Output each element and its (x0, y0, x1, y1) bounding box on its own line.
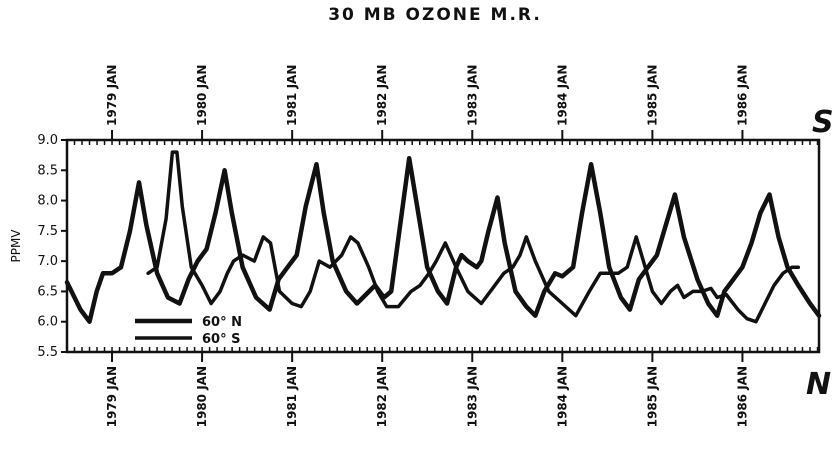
y-tick-label: 8.5 (37, 163, 58, 178)
top-tick-label: 1983 JAN (465, 65, 479, 126)
top-axis-ticks: 1979 JAN 1980 JAN 1981 JAN 1982 JAN 1983 JAN… (105, 65, 749, 140)
bottom-axis-ticks: 1979 JAN 1980 JAN 1981 JAN 1982 JAN 1983 JAN… (105, 352, 749, 427)
top-tick-label: 1981 JAN (285, 65, 299, 126)
bottom-tick-label: 1984 JAN (555, 366, 569, 427)
series-line-south (146, 150, 801, 324)
top-tick-label: 1984 JAN (555, 65, 569, 126)
top-tick-label: 1985 JAN (645, 65, 659, 126)
chart-title: 30 MB OZONE M.R. (328, 5, 542, 25)
legend-label-south: 60° S (202, 332, 240, 347)
top-tick-label: 1986 JAN (735, 65, 749, 126)
bottom-hemisphere-label: N (806, 367, 831, 402)
bottom-tick-label: 1980 JAN (195, 366, 209, 427)
top-tick-label: 1982 JAN (375, 65, 389, 126)
y-tick-label: 7.0 (37, 254, 58, 269)
bottom-tick-label: 1979 JAN (105, 366, 119, 427)
top-tick-label: 1980 JAN (195, 65, 209, 126)
y-tick-label: 5.5 (37, 345, 58, 360)
y-tick-label: 6.0 (37, 315, 58, 330)
bottom-tick-label: 1986 JAN (735, 366, 749, 427)
bottom-tick-label: 1983 JAN (465, 366, 479, 427)
plot-frame (65, 138, 821, 354)
top-hemisphere-label: S (812, 105, 834, 140)
y-axis-ticks: 5.5 6.0 6.5 7.0 7.5 8.0 8.5 9.0 (37, 133, 67, 360)
legend-label-north: 60° N (202, 315, 242, 330)
y-axis-label: PPMV (9, 229, 23, 263)
y-tick-label: 7.5 (37, 224, 58, 239)
y-tick-label: 9.0 (37, 133, 58, 148)
top-tick-label: 1979 JAN (105, 65, 119, 126)
bottom-tick-label: 1981 JAN (285, 366, 299, 427)
series-lines (64, 140, 822, 352)
legend: 60° N 60° S (135, 315, 242, 347)
y-tick-label: 6.5 (37, 284, 58, 299)
bottom-tick-label: 1985 JAN (645, 366, 659, 427)
y-tick-label: 8.0 (37, 194, 58, 209)
bottom-tick-label: 1982 JAN (375, 366, 389, 427)
